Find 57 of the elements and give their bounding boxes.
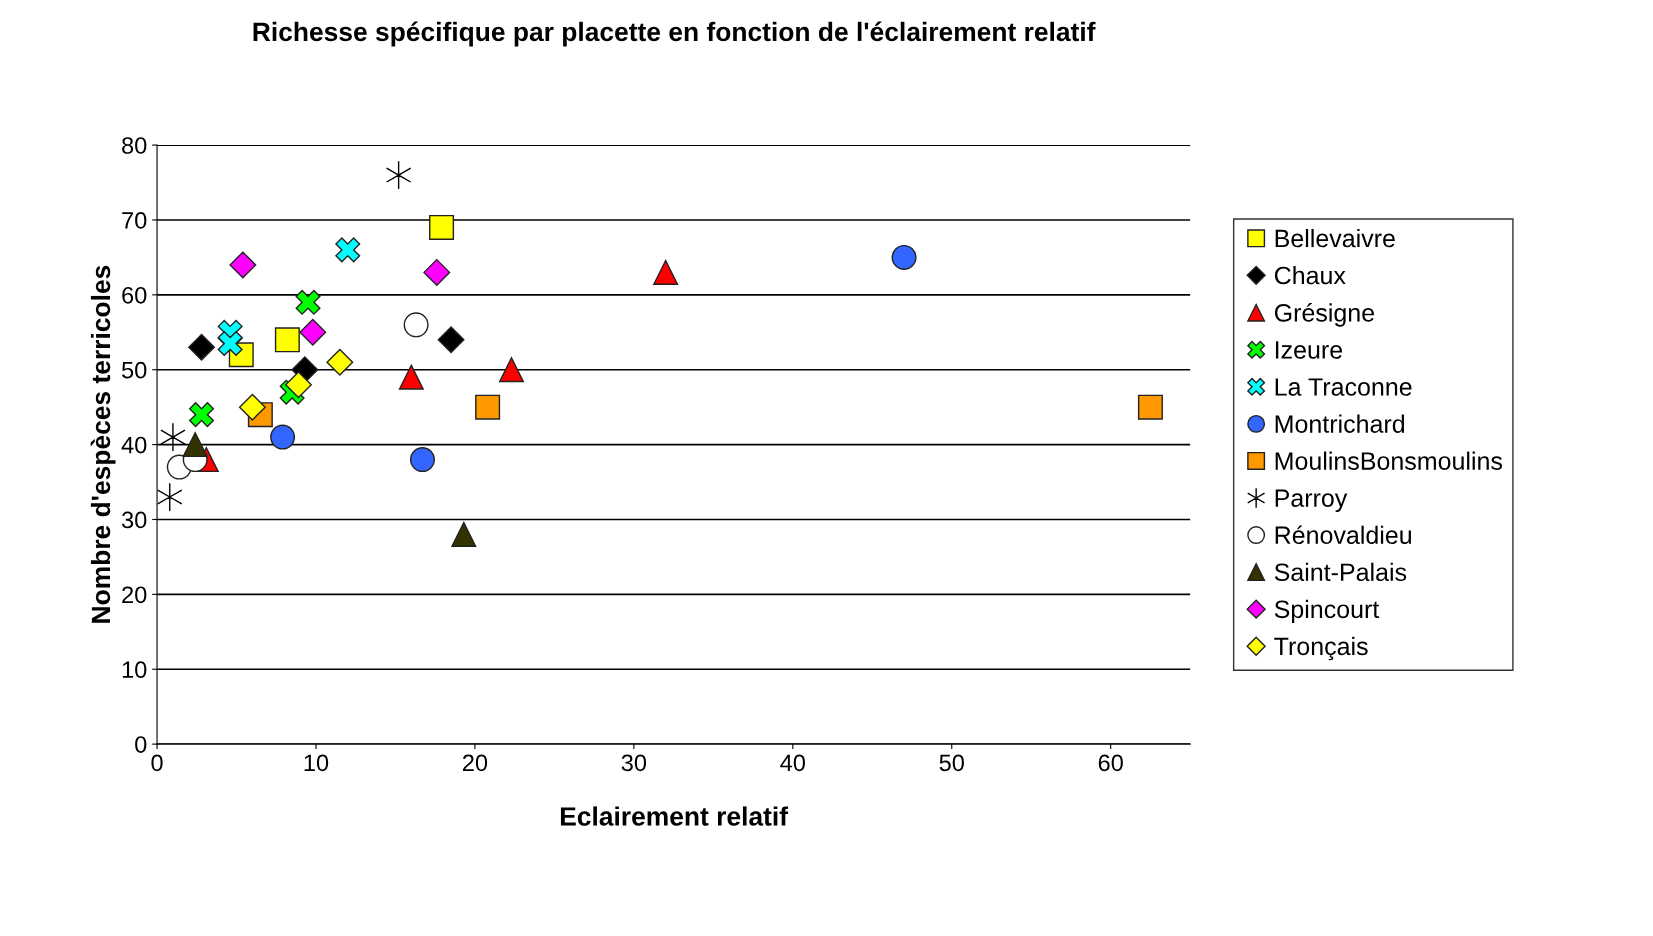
legend-label: Spincourt [1274, 599, 1380, 624]
y-tick-label: 0 [135, 736, 147, 753]
point [238, 393, 266, 421]
point [423, 258, 451, 286]
x-tick-label: 60 [1098, 754, 1123, 772]
y-tick-label: 70 [122, 212, 147, 229]
legend-label: MoulinsBonsmoulins [1275, 451, 1503, 470]
point [299, 318, 327, 346]
x-tick-label: 50 [939, 754, 964, 772]
point [229, 251, 257, 279]
x-tick-label: 40 [780, 754, 806, 772]
point [398, 364, 424, 390]
legend-label: Bellevaivre [1275, 228, 1395, 248]
point [409, 447, 435, 473]
legend-label: Saint-Palais [1274, 562, 1407, 582]
legend-label: Parroy [1275, 489, 1348, 512]
point [498, 357, 524, 383]
point [160, 422, 186, 452]
point [188, 333, 216, 361]
x-tick-label: 30 [621, 754, 647, 772]
y-axis-title: Nombre d'espèces terricoles [90, 265, 116, 623]
point [437, 326, 465, 354]
point [451, 521, 477, 547]
point [270, 424, 296, 450]
x-tick-label: 20 [462, 754, 488, 772]
legend-label: Grésigne [1274, 303, 1374, 327]
x-axis-title: Eclairement relatif [560, 806, 789, 826]
legend-label: Rénovaldieu [1275, 525, 1411, 545]
point [403, 312, 429, 338]
y-tick-label: 60 [122, 286, 147, 304]
point [189, 402, 215, 428]
point [274, 327, 300, 353]
point [1137, 394, 1163, 420]
point [285, 371, 312, 399]
point [475, 394, 501, 420]
point [295, 289, 321, 315]
point [429, 214, 455, 240]
point [182, 432, 208, 458]
point [326, 348, 354, 376]
x-tick-label: 10 [304, 754, 329, 772]
point [653, 259, 679, 285]
point [217, 331, 243, 357]
y-tick-label: 20 [122, 586, 147, 604]
x-tick-label: 0 [151, 754, 163, 772]
y-tick-label: 40 [121, 436, 147, 454]
y-tick-label: 50 [122, 361, 147, 379]
legend-label: La Traconne [1275, 378, 1412, 396]
point [891, 244, 917, 270]
point [335, 237, 361, 263]
y-tick-label: 30 [121, 511, 147, 529]
legend-label: Montrichard [1275, 414, 1405, 433]
y-tick-label: 10 [122, 661, 147, 679]
y-tick-label: 80 [122, 137, 147, 154]
legend-label: Izeure [1275, 341, 1343, 359]
chart-title: Richesse spécifique par placette en fonction de l'éclairement relatif [253, 21, 1096, 47]
legend-label: Tronçais [1274, 636, 1368, 661]
legend-label: Chaux [1274, 266, 1346, 285]
